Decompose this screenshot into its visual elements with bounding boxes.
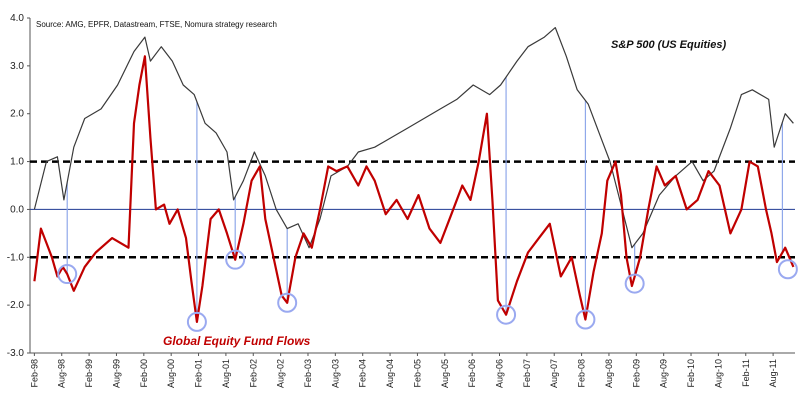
x-tick-label: Feb-09: [631, 359, 641, 388]
y-axis: 4.0 3.0 2.0 1.0 0.0 -1.0 -2.0 -3.0: [7, 13, 31, 359]
x-tick-label: Feb-05: [412, 359, 422, 388]
y-tick-label: 0.0: [10, 204, 24, 215]
trough-circle-marker: [777, 259, 798, 280]
x-tick-label: Aug-03: [330, 359, 340, 388]
x-tick-label: Feb-98: [29, 359, 39, 388]
trough-circle-marker: [186, 311, 207, 332]
source-note: Source: AMG, EPFR, Datastream, FTSE, Nom…: [36, 20, 277, 29]
x-tick-label: Feb-00: [139, 359, 149, 388]
sp500-series-label: S&P 500 (US Equities): [611, 39, 726, 51]
x-tick-label: Feb-07: [522, 359, 532, 388]
fund-flows-series-line: [33, 55, 795, 323]
fund-flows-series-label: Global Equity Fund Flows: [163, 334, 311, 348]
x-tick-label: Aug-02: [276, 359, 286, 388]
y-tick-label: -3.0: [7, 348, 25, 359]
x-tick-label: Aug-06: [495, 359, 505, 388]
trough-circle-marker: [57, 264, 78, 285]
y-tick-label: -1.0: [7, 252, 25, 263]
trough-circle-marker: [624, 273, 645, 294]
trough-circles: [57, 249, 798, 332]
y-tick-label: 4.0: [10, 13, 24, 24]
y-tick-label: 1.0: [10, 157, 24, 168]
x-tick-label: Aug-09: [659, 359, 669, 388]
trough-circle-marker: [575, 309, 596, 330]
series-group: [33, 27, 795, 323]
x-tick-label: Feb-06: [467, 359, 477, 388]
x-axis: Feb-98 Aug-98 Feb-99 Aug-99 Feb-00 Aug-00 Feb-…: [29, 352, 795, 388]
x-tick-label: Feb-11: [741, 359, 751, 387]
x-tick-label: Feb-10: [686, 359, 696, 388]
y-tick-label: 2.0: [10, 109, 24, 120]
x-tick-label: Aug-00: [166, 359, 176, 388]
x-tick-label: Aug-05: [440, 359, 450, 388]
y-tick-label: 3.0: [10, 61, 24, 72]
x-tick-label: Feb-02: [248, 359, 258, 388]
y-tick-label: -2.0: [7, 300, 25, 311]
x-tick-label: Aug-10: [713, 359, 723, 388]
trough-circle-marker: [225, 249, 246, 270]
x-tick-label: Aug-99: [111, 359, 121, 388]
x-tick-label: Aug-07: [549, 359, 559, 388]
x-tick-label: Feb-99: [84, 359, 94, 388]
x-tick-label: Aug-11: [768, 359, 778, 387]
x-tick-label: Aug-98: [57, 359, 67, 388]
x-tick-label: Aug-08: [604, 359, 614, 388]
x-tick-label: Feb-03: [303, 359, 313, 388]
drop-lines: [66, 77, 784, 322]
trough-circle-marker: [277, 292, 298, 313]
x-tick-label: Aug-04: [385, 359, 395, 388]
trough-circle-marker: [496, 304, 517, 325]
x-tick-label: Feb-01: [194, 359, 204, 388]
x-tick-label: Feb-04: [358, 359, 368, 388]
sp500-series-line: [33, 27, 794, 249]
x-tick-label: Feb-08: [577, 359, 587, 388]
x-tick-label: Aug-01: [221, 359, 231, 388]
